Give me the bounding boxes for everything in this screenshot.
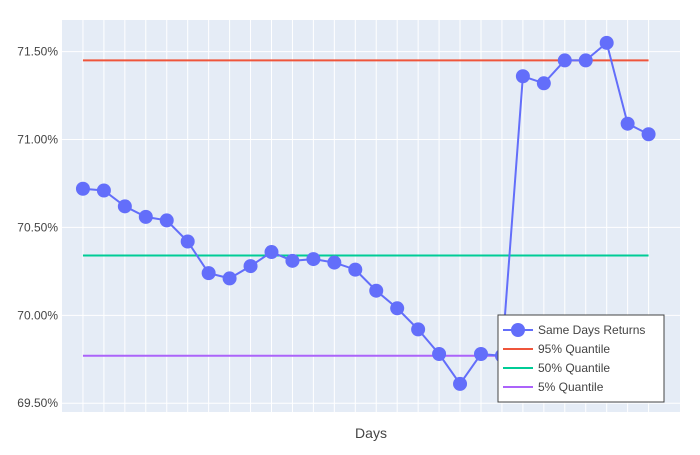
data-point[interactable] [515, 69, 530, 84]
data-point[interactable] [222, 271, 237, 286]
data-point[interactable] [557, 53, 572, 68]
y-tick-label: 70.00% [17, 308, 58, 322]
series-line [82, 41, 650, 386]
data-point[interactable] [243, 259, 258, 274]
data-point[interactable] [75, 181, 90, 196]
x-axis-title: Days [355, 425, 387, 441]
data-point[interactable] [599, 35, 614, 50]
data-point[interactable] [348, 262, 363, 277]
data-point[interactable] [138, 209, 153, 224]
legend-label: 50% Quantile [538, 361, 610, 375]
y-tick-label: 70.50% [17, 220, 58, 234]
legend-item[interactable]: 95% Quantile [503, 342, 610, 356]
legend-item[interactable]: Same Days Returns [503, 323, 645, 337]
data-point[interactable] [578, 53, 593, 68]
data-point[interactable] [306, 252, 321, 267]
data-point[interactable] [641, 127, 656, 142]
y-tick-label: 69.50% [17, 396, 58, 410]
legend-label: 95% Quantile [538, 342, 610, 356]
data-point[interactable] [390, 301, 405, 316]
legend-label: 5% Quantile [538, 380, 604, 394]
data-point[interactable] [620, 116, 635, 131]
y-tick-label: 71.00% [17, 133, 58, 147]
data-point[interactable] [96, 183, 111, 198]
data-point[interactable] [117, 199, 132, 214]
y-tick-label: 71.50% [17, 45, 58, 59]
data-point[interactable] [536, 76, 551, 91]
data-point[interactable] [411, 322, 426, 337]
data-point[interactable] [473, 346, 488, 361]
data-point[interactable] [327, 255, 342, 270]
data-point[interactable] [264, 245, 279, 260]
legend-label: Same Days Returns [538, 323, 645, 337]
data-point[interactable] [285, 253, 300, 268]
legend-item[interactable]: 5% Quantile [503, 380, 604, 394]
data-point[interactable] [432, 346, 447, 361]
legend-item[interactable]: 50% Quantile [503, 361, 610, 375]
data-point[interactable] [180, 234, 195, 249]
legend[interactable]: Same Days Returns 95% Quantile 50% Quantil… [497, 314, 665, 403]
data-point[interactable] [159, 213, 174, 228]
data-point[interactable] [201, 266, 216, 281]
y-axis-tick-labels: 69.50% 70.00% 70.50% 71.00% 71.50% [17, 45, 58, 411]
data-point[interactable] [369, 283, 384, 298]
data-point[interactable] [453, 376, 468, 391]
legend-marker [511, 323, 525, 337]
